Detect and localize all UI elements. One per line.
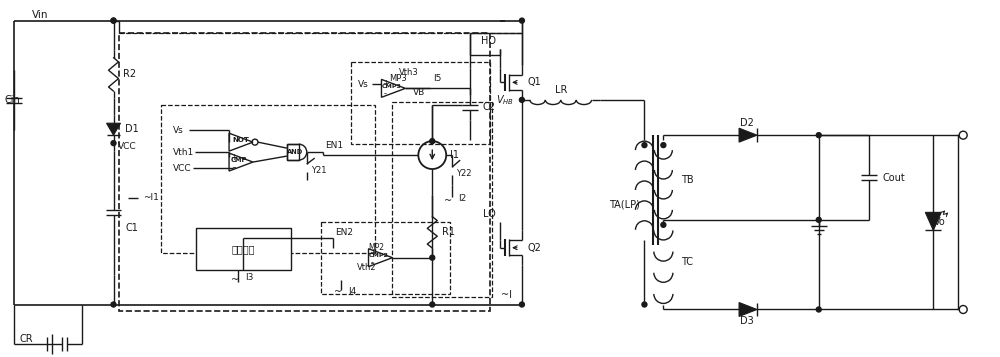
Text: D3: D3 [740,316,754,326]
Text: Y21: Y21 [311,166,326,175]
Bar [196,228,291,270]
Circle shape [816,307,821,312]
Text: ~I: ~I [501,290,512,300]
Bar [321,222,450,293]
Text: MP2: MP2 [368,243,384,252]
Text: D1: D1 [125,124,139,134]
Text: D2: D2 [740,118,754,128]
Text: I1: I1 [450,150,459,160]
Text: AND: AND [287,149,303,155]
Text: Q1: Q1 [528,77,542,87]
Text: VCC: VCC [117,142,136,151]
Text: TB: TB [681,175,694,185]
Polygon shape [739,302,757,316]
Text: TC: TC [681,257,693,267]
Text: VB: VB [413,88,426,97]
Bar [287,144,299,160]
Bar [119,32,490,311]
Text: ~: ~ [231,275,239,285]
Text: I2: I2 [458,195,466,203]
Circle shape [111,302,116,307]
Text: I5: I5 [433,74,442,83]
Bar [351,62,490,144]
Text: CMP3: CMP3 [381,84,401,89]
Polygon shape [107,123,120,135]
Text: Y22: Y22 [456,169,472,177]
Text: ~: ~ [334,287,342,297]
Text: 箱位电路: 箱位电路 [231,244,255,254]
Text: CMP2: CMP2 [369,253,388,258]
Text: $V_{HB}$: $V_{HB}$ [496,93,514,107]
Text: +: + [382,79,389,88]
Polygon shape [925,212,941,230]
Bar [392,102,492,297]
Circle shape [430,302,435,307]
Text: -: - [384,89,387,98]
Circle shape [519,18,524,23]
Text: C1: C1 [125,223,138,233]
Text: CR: CR [20,335,34,345]
Text: Vo: Vo [934,217,946,227]
Text: LR: LR [555,85,567,95]
Circle shape [430,139,435,144]
Circle shape [111,18,116,23]
Polygon shape [739,128,757,142]
Text: R1: R1 [442,227,455,237]
Text: -: - [232,162,236,172]
Text: -: - [371,258,374,267]
Text: I4: I4 [349,287,357,296]
Text: Vth2: Vth2 [357,263,376,272]
Text: HO: HO [481,36,496,46]
Circle shape [519,97,524,102]
Text: MP3: MP3 [390,74,407,83]
Text: Vth3: Vth3 [398,68,418,77]
Text: C2: C2 [482,102,495,112]
Text: VCC: VCC [173,164,192,172]
Text: Vs: Vs [358,80,368,89]
Text: ~: ~ [444,196,452,206]
Text: Cin: Cin [5,95,21,105]
Circle shape [642,143,647,148]
Circle shape [642,302,647,307]
Text: I3: I3 [245,273,253,282]
Text: R2: R2 [123,69,137,79]
Circle shape [430,255,435,260]
Bar [161,105,375,253]
Text: ~I1: ~I1 [143,193,159,202]
Text: Q2: Q2 [528,243,542,253]
Circle shape [519,302,524,307]
Text: LO: LO [483,209,496,219]
Circle shape [111,18,116,23]
Text: Vth1: Vth1 [173,147,195,157]
Text: NOT: NOT [233,137,249,143]
Text: EN1: EN1 [325,141,343,150]
Text: EN2: EN2 [335,228,353,237]
Text: TA(LP): TA(LP) [609,200,640,210]
Text: Vin: Vin [32,10,48,20]
Text: Vs: Vs [173,126,184,135]
Circle shape [816,133,821,138]
Text: Cout: Cout [883,172,905,182]
Circle shape [661,143,666,148]
Circle shape [661,222,666,227]
Text: CMP: CMP [231,157,247,163]
Text: +: + [231,152,237,162]
Text: +: + [369,248,376,257]
Circle shape [111,141,116,146]
Circle shape [816,217,821,222]
